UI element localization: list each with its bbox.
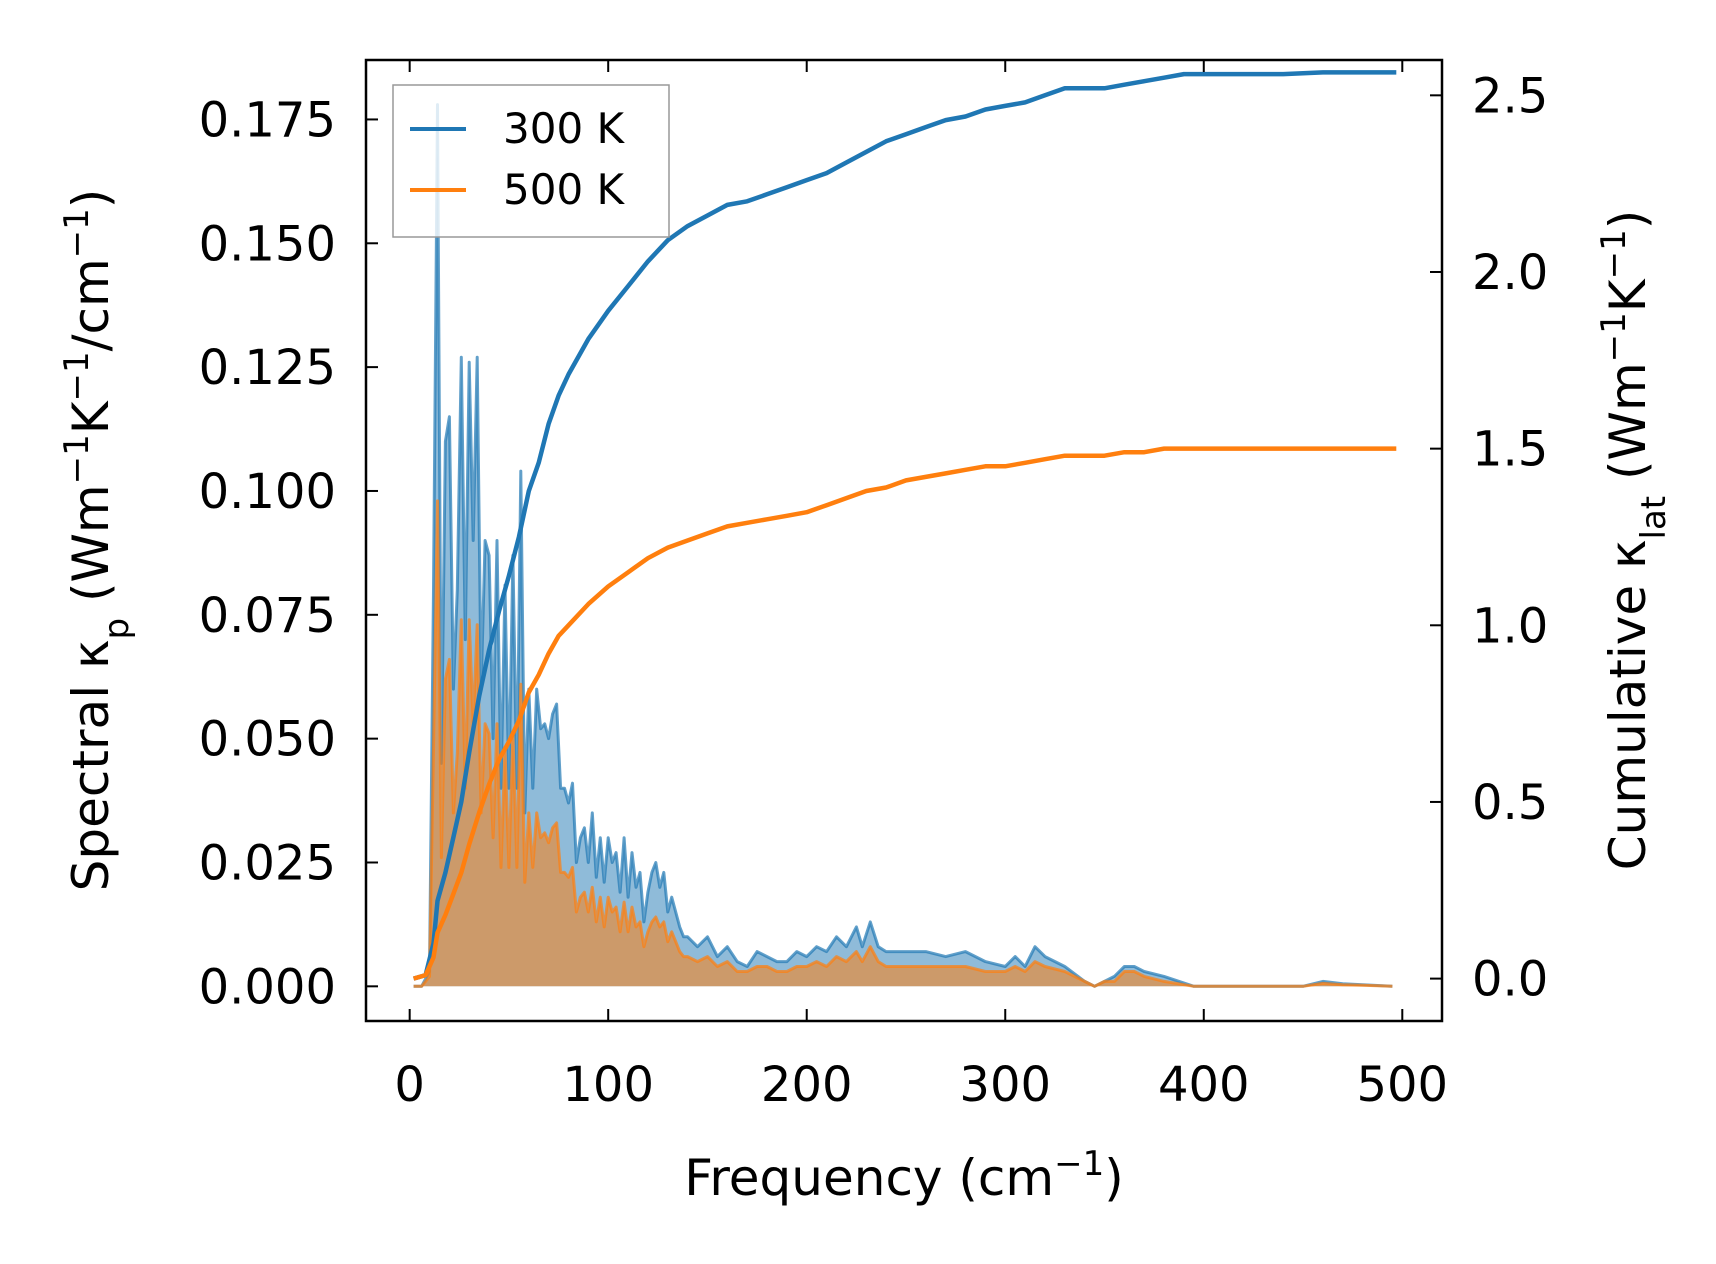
y-left-title-sup3: −1 bbox=[57, 208, 97, 258]
y-left-title-sub: p bbox=[97, 618, 137, 640]
y-right-tick-label: 2.5 bbox=[1472, 68, 1548, 124]
plot-frame bbox=[364, 58, 1444, 1023]
spectral-edge-300k bbox=[413, 103, 1393, 988]
x-tick-label: 100 bbox=[562, 1057, 654, 1113]
y-left-tick-label: 0.125 bbox=[199, 340, 336, 396]
y-right-tick-label: 1.0 bbox=[1472, 598, 1548, 654]
x-tick-label: 300 bbox=[959, 1057, 1051, 1113]
legend-box bbox=[392, 84, 670, 238]
y-left-title-sup1: −1 bbox=[57, 434, 97, 484]
legend-label-300k: 300 K bbox=[503, 104, 626, 153]
x-axis-title-base: Frequency (cm bbox=[684, 1149, 1054, 1207]
y-left-tick-label: 0.025 bbox=[199, 835, 336, 891]
y-left-title-k: K bbox=[62, 400, 120, 434]
y-left-tick-label: 0.000 bbox=[199, 959, 336, 1015]
cumulative-line-300k bbox=[412, 70, 1397, 981]
y-left-tick-label: 0.075 bbox=[199, 588, 336, 644]
y-right-title-k: K bbox=[1599, 278, 1657, 312]
y-right-title-sup1: −1 bbox=[1594, 312, 1634, 362]
x-tick-label: 0 bbox=[394, 1057, 425, 1113]
legend-label-500k: 500 K bbox=[503, 165, 626, 214]
y-left-title-sup2: −1 bbox=[57, 351, 97, 401]
y-right-tick-label: 0.0 bbox=[1472, 952, 1548, 1008]
y-right-title-unit: (Wm bbox=[1599, 362, 1657, 496]
y-right-title-sub: lat bbox=[1634, 496, 1674, 540]
spectral-fill-layer bbox=[413, 103, 1393, 988]
y-left-tick-label: 0.150 bbox=[199, 216, 336, 272]
x-axis-title-tail: ) bbox=[1104, 1149, 1124, 1207]
y-left-title-unit: (Wm bbox=[62, 484, 120, 618]
line-layer bbox=[412, 70, 1397, 981]
x-axis-title: Frequency (cm−1) bbox=[684, 1144, 1124, 1207]
y-left-tick-label: 0.175 bbox=[199, 92, 336, 148]
y-right-title-base: Cumulative κ bbox=[1599, 539, 1657, 870]
y-left-title-close: ) bbox=[62, 189, 120, 209]
y-right-tick-label: 2.0 bbox=[1472, 245, 1548, 301]
cumulative-line-500k bbox=[412, 446, 1397, 981]
y-right-title-close: ) bbox=[1599, 210, 1657, 230]
y-right-axis-title: Cumulative κlat (Wm−1K−1) bbox=[1594, 210, 1674, 870]
y-left-title-base: Spectral κ bbox=[62, 640, 120, 892]
spectral-edge-500k bbox=[413, 499, 1393, 988]
legend: 300 K 500 K bbox=[392, 84, 670, 238]
tick-layer: 0 100 200 300 400 500 0.000 0.025 0.050 0.075 0.10… bbox=[199, 60, 1548, 1113]
y-left-tick-label: 0.100 bbox=[199, 464, 336, 520]
y-right-title-sup2: −1 bbox=[1594, 229, 1634, 279]
x-tick-label: 500 bbox=[1356, 1057, 1448, 1113]
y-right-tick-label: 1.5 bbox=[1472, 422, 1548, 478]
y-right-tick-label: 0.5 bbox=[1472, 775, 1548, 831]
spectral-area-500k bbox=[413, 500, 1393, 987]
x-tick-label: 200 bbox=[761, 1057, 853, 1113]
x-tick-label: 400 bbox=[1158, 1057, 1250, 1113]
x-axis-title-sup: −1 bbox=[1054, 1144, 1104, 1184]
y-left-tick-label: 0.050 bbox=[199, 712, 336, 768]
y-left-axis-title: Spectral κp (Wm−1K−1/cm−1) bbox=[57, 189, 137, 892]
y-left-title-slash: /cm bbox=[62, 258, 120, 351]
